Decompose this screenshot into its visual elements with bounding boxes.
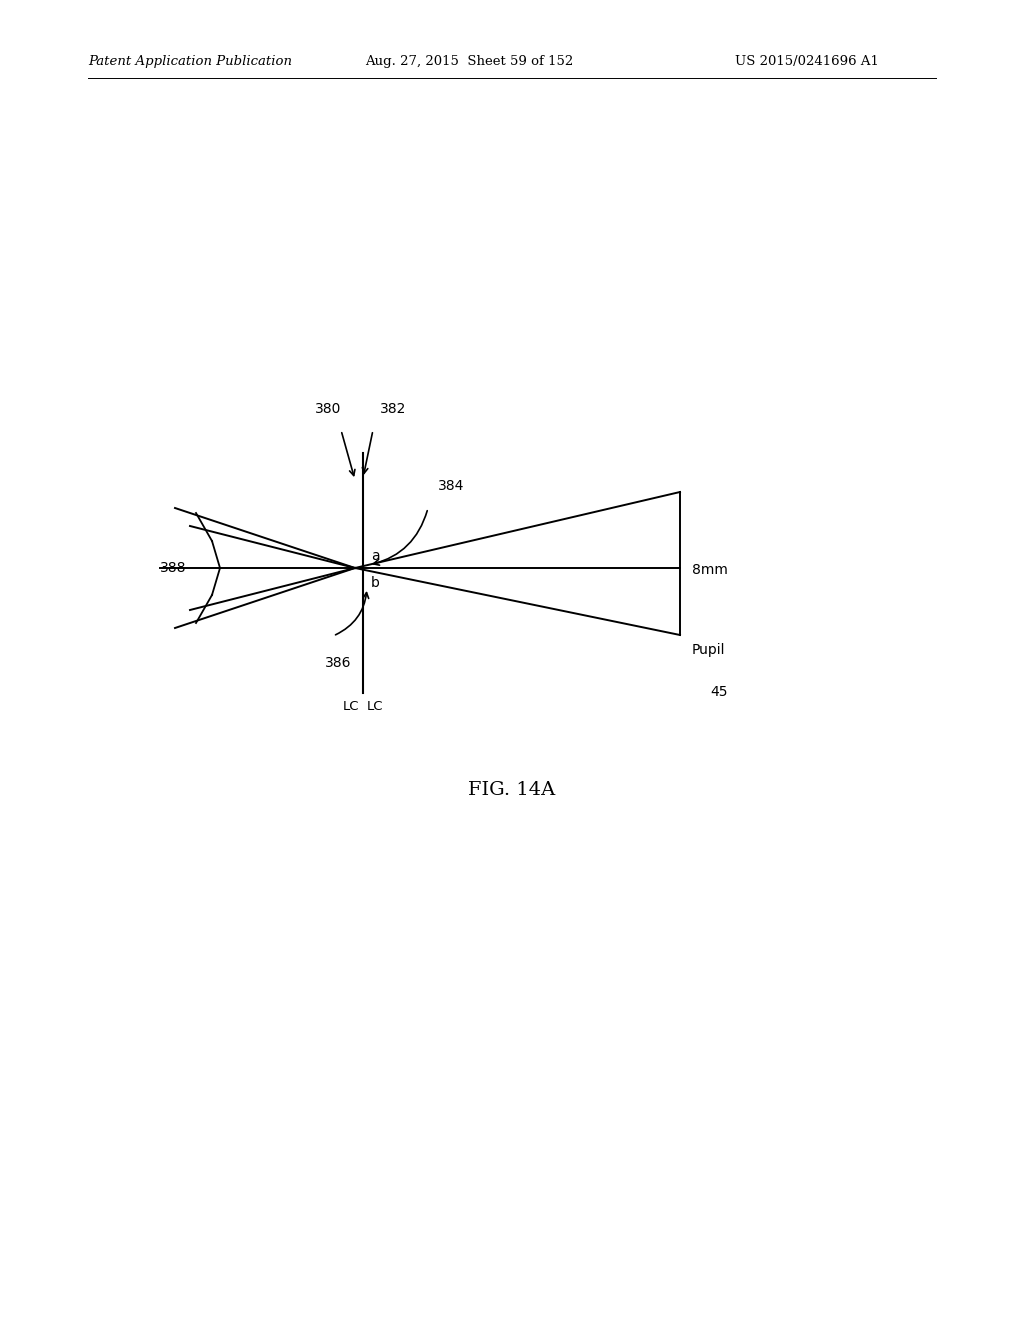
Text: 45: 45 (710, 685, 727, 700)
Text: 380: 380 (314, 403, 341, 416)
Text: Pupil: Pupil (692, 643, 725, 657)
Text: b: b (371, 576, 380, 590)
Text: 386: 386 (325, 656, 351, 671)
Text: a: a (371, 549, 380, 564)
Text: LC: LC (342, 700, 359, 713)
Text: FIG. 14A: FIG. 14A (468, 781, 556, 799)
Text: LC: LC (367, 700, 384, 713)
Text: 384: 384 (438, 479, 464, 492)
Text: Patent Application Publication: Patent Application Publication (88, 55, 292, 69)
Text: 8mm: 8mm (692, 564, 728, 577)
Text: Aug. 27, 2015  Sheet 59 of 152: Aug. 27, 2015 Sheet 59 of 152 (365, 55, 573, 69)
Text: 388: 388 (160, 561, 186, 576)
Text: US 2015/0241696 A1: US 2015/0241696 A1 (735, 55, 879, 69)
Text: 382: 382 (380, 403, 407, 416)
